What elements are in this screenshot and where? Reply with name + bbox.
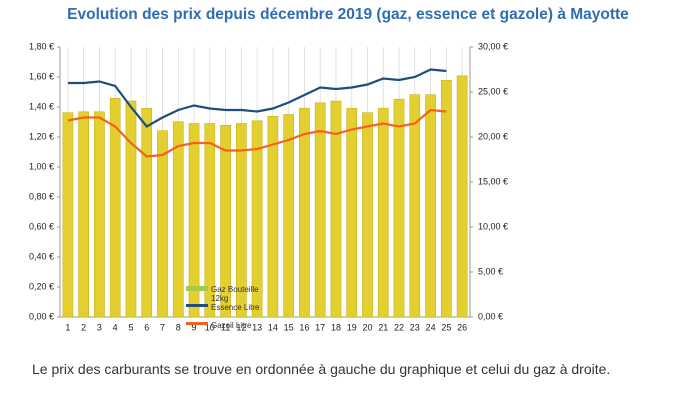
x-tick-label: 2 [81,322,86,332]
y-tick-label: 0,40 € [29,251,54,261]
bar [109,98,121,318]
x-tick-label: 23 [410,322,420,332]
x-tick-label: 16 [299,322,309,332]
bar [188,123,200,318]
x-tick-label: 12 [236,322,246,332]
bar [125,100,137,318]
y2-tick-label: 15,00 € [478,176,508,186]
x-tick-label: 9 [192,322,197,332]
bar [393,98,405,318]
bar [456,75,468,318]
bar [62,112,74,318]
y2-tick-label: 0,00 € [478,311,503,321]
x-tick-label: 10 [205,322,215,332]
legend-label: Essence Litre [211,303,260,312]
x-tick-label: 26 [457,322,467,332]
bar [251,120,263,318]
y2-tick-label: 25,00 € [478,86,508,96]
bar [425,94,436,318]
x-tick-label: 7 [160,322,165,332]
bar [299,107,310,318]
x-tick-label: 5 [128,322,133,332]
y-tick-label: 0,60 € [29,221,54,231]
x-tick-label: 11 [221,322,230,332]
x-tick-label: 4 [113,322,118,332]
bar [440,80,452,318]
y-tick-label: 1,80 € [29,41,54,51]
legend-label: Gazoil Litre [211,321,252,330]
bar [362,112,373,318]
bar [172,121,184,318]
chart-title: Evolution des prix depuis décembre 2019 … [67,6,629,23]
y-tick-label: 0,80 € [29,191,54,201]
legend-swatch [186,304,208,307]
bar [283,114,295,318]
x-tick-label: 14 [268,322,278,332]
x-tick-label: 6 [144,322,149,332]
bar [220,125,231,318]
x-tick-label: 22 [394,322,404,332]
bar [409,94,421,318]
y-tick-label: 1,40 € [29,101,54,111]
x-tick-label: 8 [176,322,181,332]
x-tick-label: 19 [347,322,357,332]
bar [314,102,326,318]
line [67,108,447,158]
x-tick-label: 18 [331,322,341,332]
y2-tick-label: 30,00 € [478,41,508,51]
x-tick-label: 1 [65,322,70,332]
bar [94,111,105,318]
y-tick-label: 0,00 € [29,311,54,321]
legend-swatch [186,322,208,325]
y-tick-label: 1,60 € [29,71,54,81]
bar [377,107,389,318]
line [67,68,447,128]
y-tick-label: 1,00 € [29,161,54,171]
y2-tick-label: 20,00 € [478,131,508,141]
bar [78,111,89,318]
x-tick-label: 21 [378,322,388,332]
x-tick-label: 24 [426,322,436,332]
y-tick-label: 0,20 € [29,281,54,291]
x-tick-label: 3 [97,322,102,332]
x-tick-label: 17 [315,322,325,332]
bar [267,116,279,318]
bar [346,107,358,318]
y2-tick-label: 10,00 € [478,221,508,231]
y2-tick-label: 5,00 € [478,266,503,276]
legend-label: Gaz Bouteille 12kg [211,285,259,303]
x-tick-label: 15 [284,322,294,332]
y-tick-label: 1,20 € [29,131,54,141]
bar [204,123,216,318]
caption: Le prix des carburants se trouve en ordo… [32,361,611,377]
bar [141,107,153,318]
bar [330,100,342,318]
bar [236,123,247,318]
bar [157,130,168,318]
x-tick-label: 13 [252,322,262,332]
x-tick-label: 25 [441,322,451,332]
x-tick-label: 20 [362,322,372,332]
legend-swatch [186,286,208,291]
